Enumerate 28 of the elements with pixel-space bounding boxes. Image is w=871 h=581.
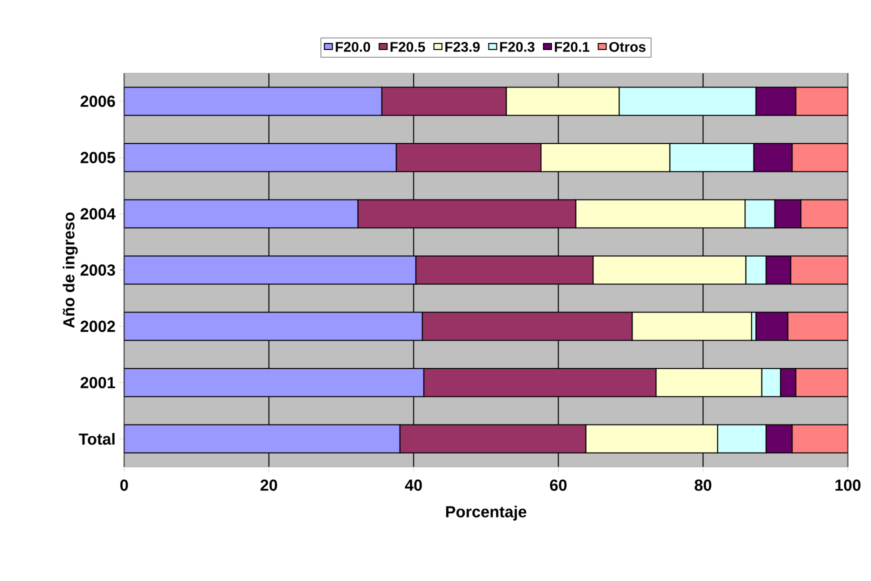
y-tick-label: 2001 — [80, 376, 116, 388]
y-tick-label: 2003 — [80, 264, 116, 276]
x-axis-title: Porcentaje — [446, 506, 526, 521]
legend-label: F23.9 — [445, 42, 480, 52]
legend-label: F20.5 — [390, 42, 426, 52]
legend-label: Otros — [609, 42, 646, 52]
bar — [800, 199, 848, 228]
bar — [790, 255, 848, 285]
y-tick-label: 2002 — [80, 320, 115, 332]
legend-label: F20.1 — [554, 42, 590, 52]
y-axis-title: Año de ingreso — [62, 212, 78, 328]
y-tick-label: 2006 — [80, 96, 116, 107]
bar — [795, 86, 848, 116]
bar — [795, 368, 848, 398]
x-tick-label: 40 — [404, 479, 422, 491]
bar — [792, 142, 848, 172]
x-tick-label: 60 — [550, 479, 567, 491]
legend-label: F20.3 — [500, 42, 534, 52]
x-tick-label: 0 — [120, 479, 128, 491]
y-tick-label: 2005 — [80, 152, 116, 164]
bar — [787, 312, 848, 341]
bar — [792, 424, 848, 454]
y-tick-label: 2004 — [80, 208, 116, 220]
x-tick-label: 100 — [835, 479, 860, 491]
y-tick-label: Total — [78, 432, 114, 445]
x-tick-label: 20 — [260, 479, 278, 491]
legend-label: F20.0 — [336, 42, 370, 52]
x-tick-label: 80 — [694, 479, 712, 491]
